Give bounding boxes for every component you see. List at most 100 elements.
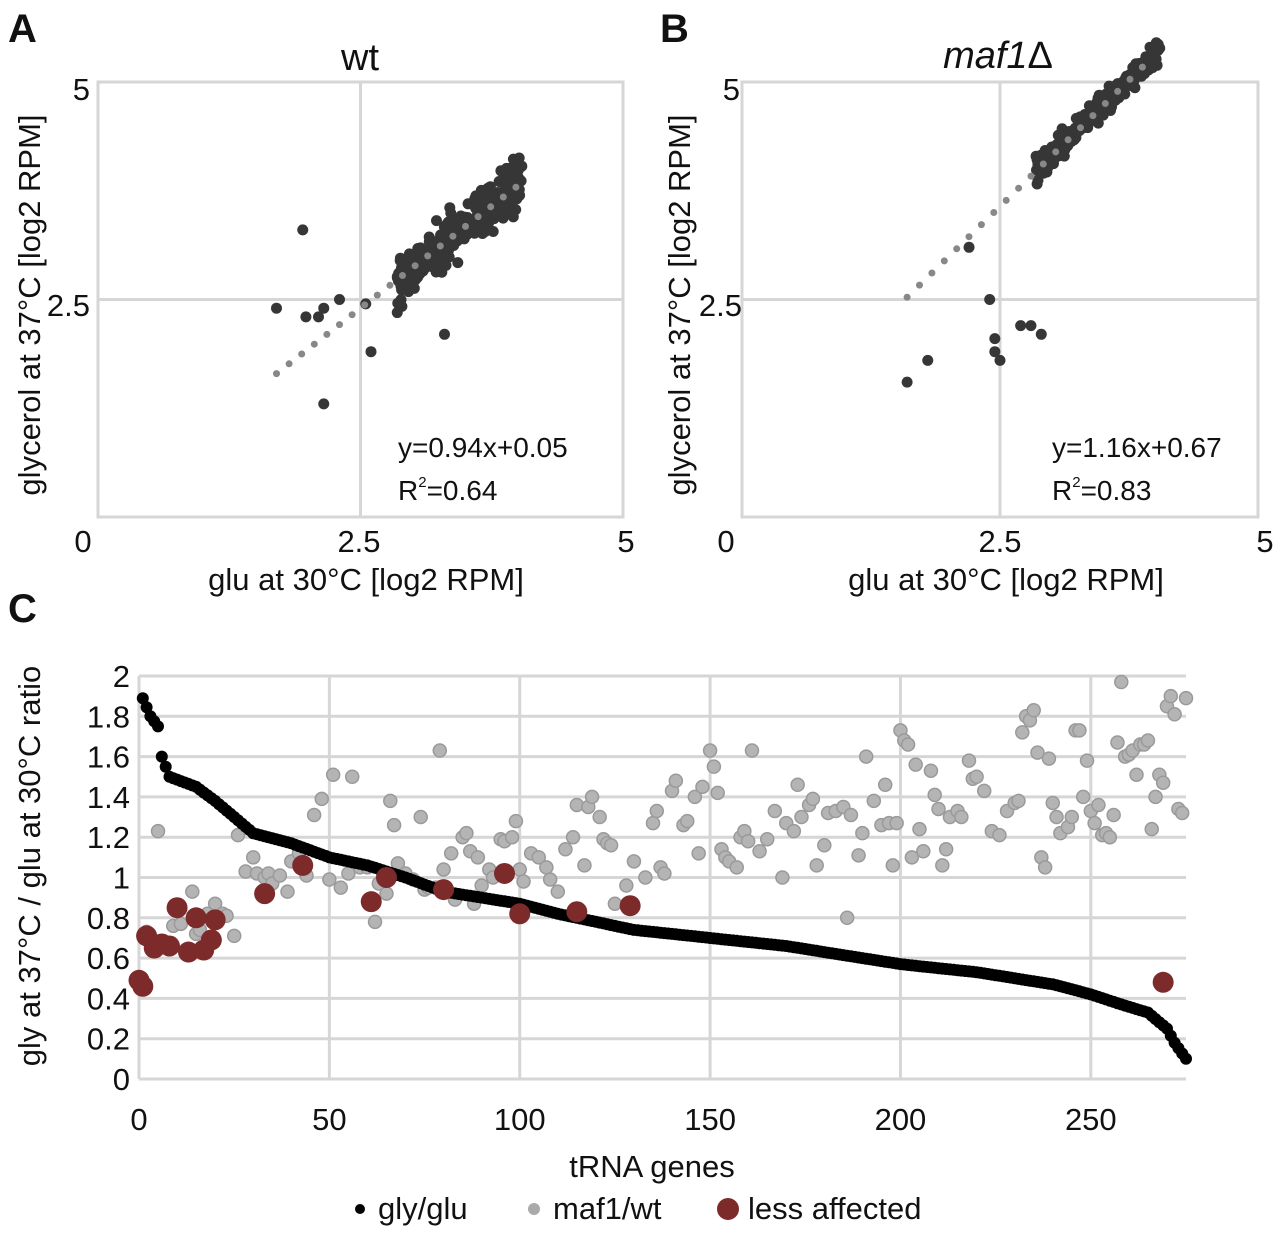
panel-label-b: B — [660, 7, 689, 51]
c-ytick: 0.6 — [87, 941, 130, 976]
maf1-wt-point — [226, 928, 242, 944]
trendline-dot — [285, 360, 293, 368]
maf1-wt-point — [889, 815, 904, 831]
data-point — [1144, 56, 1156, 68]
maf1-wt-point — [866, 793, 882, 809]
c-ytick: 1 — [113, 861, 130, 896]
data-point — [1144, 41, 1156, 53]
c-ytick: 1.2 — [87, 820, 130, 855]
trendline-dot — [953, 245, 961, 253]
c-xtick: 100 — [494, 1102, 546, 1137]
c-xtick: 0 — [130, 1102, 147, 1137]
maf1-wt-point — [592, 809, 607, 825]
data-point — [397, 263, 409, 275]
b-xtick-0: 0 — [717, 524, 734, 559]
data-point-outlier — [994, 354, 1006, 366]
b-ytick-5: 5 — [723, 72, 740, 107]
trendline-dot — [323, 330, 331, 338]
data-point — [408, 282, 420, 294]
c-xlabel: tRNA genes — [569, 1149, 734, 1184]
trendline-dot — [1015, 184, 1023, 192]
maf1-wt-point — [794, 809, 809, 825]
maf1-wt-point — [1072, 723, 1087, 738]
maf1-wt-point — [470, 850, 486, 865]
maf1-wt-point — [1015, 725, 1030, 740]
maf1-wt-point — [333, 880, 349, 895]
a-xlabel: glu at 30°C [log2 RPM] — [208, 562, 524, 597]
maf1-wt-point — [550, 884, 566, 899]
maf1-wt-point — [539, 860, 554, 875]
data-point — [497, 166, 509, 178]
less-affected-point — [158, 935, 180, 957]
c-ytick: 1.6 — [87, 740, 130, 775]
less-affected-point — [166, 897, 188, 919]
maf1-wt-point — [904, 850, 920, 865]
data-point-outlier — [318, 398, 330, 410]
maf1-wt-point — [657, 866, 672, 881]
maf1-wt-point — [1075, 789, 1091, 805]
less-affected-point — [292, 854, 314, 876]
maf1-wt-point — [790, 777, 805, 793]
trendline-dot — [436, 242, 444, 250]
a-xtick-5: 5 — [617, 524, 634, 559]
b-r2: R2=0.83 — [1052, 474, 1151, 506]
trendline-dot — [1027, 172, 1035, 180]
trendline-dot — [965, 233, 973, 241]
c-ytick: 1.8 — [87, 699, 130, 734]
legend-marker-gly-glu — [355, 1204, 365, 1214]
maf1-wt-point — [603, 838, 619, 853]
data-point — [475, 184, 487, 196]
trendline-dot — [474, 213, 482, 221]
maf1-wt-point — [900, 737, 916, 752]
maf1-wt-point — [1049, 809, 1064, 825]
data-point — [454, 214, 466, 226]
data-point — [1127, 62, 1139, 73]
legend-label-maf1-wt: maf1/wt — [553, 1191, 662, 1226]
less-affected-point — [185, 907, 207, 929]
maf1-wt-point — [367, 914, 383, 930]
maf1-wt-point — [280, 884, 295, 899]
maf1-wt-point — [687, 789, 703, 805]
maf1-wt-point — [809, 858, 824, 873]
data-point — [512, 163, 524, 175]
data-point-outlier — [989, 333, 1001, 345]
data-point-outlier — [318, 302, 330, 314]
data-point — [431, 215, 442, 227]
trendline-dot — [916, 281, 923, 289]
data-point — [508, 194, 520, 206]
maf1-wt-point — [314, 791, 329, 807]
trendline-dot — [487, 203, 495, 211]
data-point-outlier — [297, 224, 309, 236]
trendline-dot — [373, 291, 381, 299]
maf1-wt-point — [858, 749, 874, 764]
legend-marker-less-affected — [717, 1198, 739, 1220]
maf1-wt-point — [839, 910, 855, 926]
maf1-wt-point — [1030, 745, 1045, 760]
maf1-wt-point — [1026, 703, 1041, 718]
maf1-wt-point — [775, 870, 790, 885]
maf1-wt-point — [1037, 860, 1053, 875]
data-point — [1056, 123, 1068, 135]
panel-label-a: A — [8, 7, 37, 51]
trendline-dot — [273, 370, 280, 378]
maf1-wt-point — [306, 807, 322, 823]
maf1-wt-point — [230, 827, 246, 843]
a-r2: R2=0.64 — [398, 474, 497, 506]
maf1-wt-point — [413, 809, 428, 825]
data-point — [416, 244, 428, 256]
maf1-wt-point — [436, 862, 451, 877]
panel-a-title: wt — [340, 37, 379, 79]
gly-glu-point — [1180, 1052, 1192, 1065]
maf1-wt-point — [459, 825, 474, 841]
maf1-wt-point — [150, 823, 166, 839]
data-point-outlier — [271, 302, 282, 314]
c-ytick: 0 — [113, 1062, 130, 1097]
maf1-wt-point — [383, 793, 398, 809]
maf1-wt-point — [1087, 815, 1102, 831]
maf1-wt-point — [432, 743, 448, 758]
maf1-wt-point — [1106, 807, 1121, 823]
gly-glu-point — [159, 760, 172, 773]
data-point — [436, 266, 448, 278]
data-point-outlier — [989, 346, 1001, 358]
data-point — [513, 152, 525, 164]
